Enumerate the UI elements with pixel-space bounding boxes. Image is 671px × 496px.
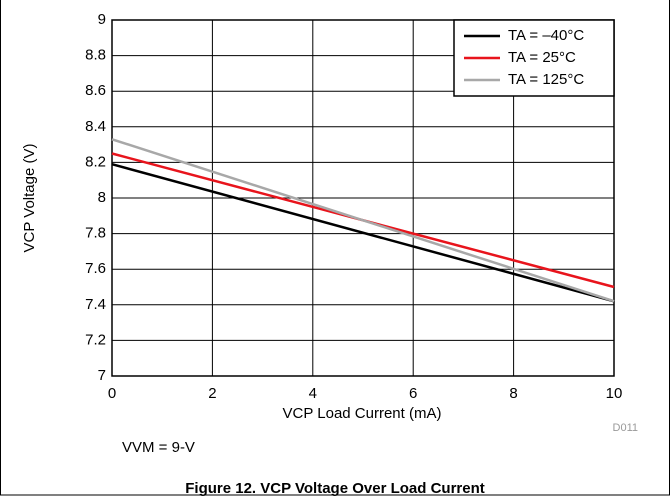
data-line [111,138,615,303]
caption: Figure 12. VCP Voltage Over Load Current [185,480,485,496]
legend-label: TA = –40°C [508,27,584,44]
x-tick-label: 6 [409,385,417,402]
y-tick-label: 7.2 [85,331,106,348]
y-tick-label: 7 [98,367,106,384]
x-tick-label: 4 [309,385,317,402]
annotation: VVM = 9-V [122,439,195,456]
y-tick-label: 7.4 [85,296,106,313]
y-tick-label: 8.4 [85,118,106,135]
plot-border [111,19,615,377]
y-axis-label: VCP Voltage (V) [21,144,38,253]
data-line [111,162,615,303]
x-tick-label: 10 [606,385,623,402]
x-tick-label: 8 [509,385,517,402]
legend-label: TA = 25°C [508,49,576,66]
figure-code: D011 [613,422,638,434]
x-tick-label: 2 [208,385,216,402]
x-tick-label: 0 [108,385,116,402]
y-tick-label: 8.8 [85,47,106,64]
y-tick-label: 8.6 [85,82,106,99]
y-tick-label: 9 [98,11,106,28]
y-tick-label: 7.8 [85,225,106,242]
y-tick-label: 8 [98,189,106,206]
y-tick-label: 7.6 [85,260,106,277]
y-tick-label: 8.2 [85,153,106,170]
legend-label: TA = 125°C [508,71,584,88]
x-axis-label: VCP Load Current (mA) [283,405,442,422]
